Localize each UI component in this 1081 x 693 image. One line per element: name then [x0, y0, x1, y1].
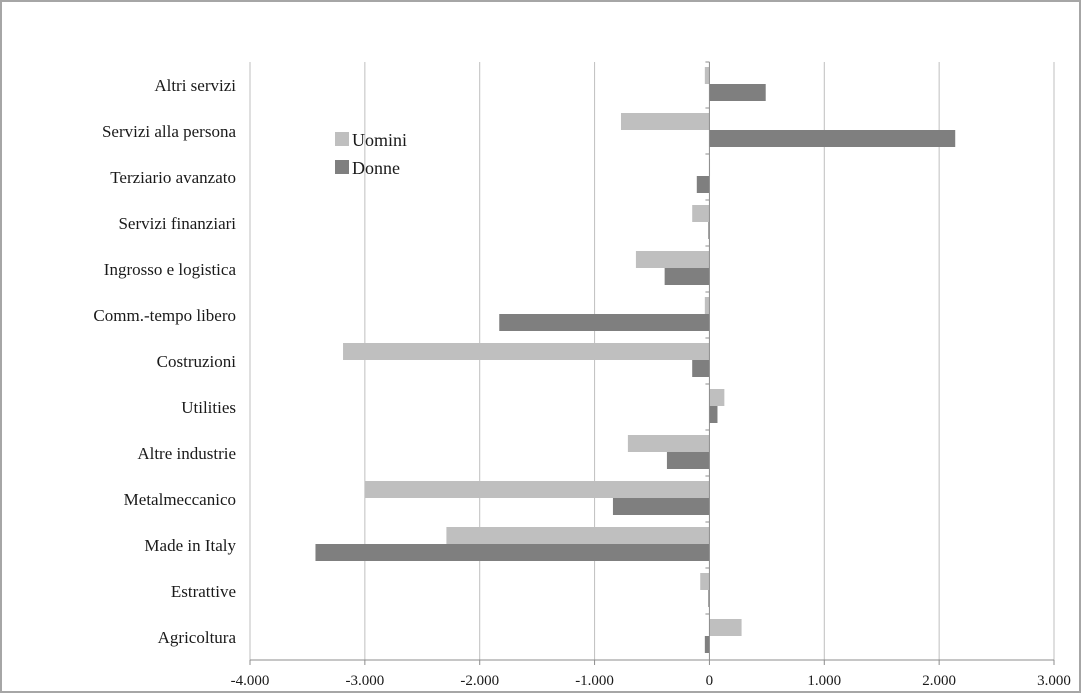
legend-label-uomini: Uomini: [352, 130, 407, 150]
category-label: Estrattive: [171, 582, 236, 601]
legend-swatch-donne: [335, 160, 349, 174]
bar-donne: [315, 544, 710, 561]
bar-uomini: [692, 205, 710, 222]
legend-swatch-uomini: [335, 132, 349, 146]
category-label: Ingrosso e logistica: [104, 260, 237, 279]
bar-donne: [709, 84, 766, 101]
bar-uomini: [635, 251, 710, 268]
axes: [249, 61, 1055, 665]
x-tick-label: 1.000: [807, 673, 841, 689]
category-label: Agricoltura: [158, 628, 237, 647]
bar-donne: [708, 590, 710, 607]
bar-uomini: [709, 389, 725, 406]
bar-donne: [664, 268, 710, 285]
category-label: Terziario avanzato: [110, 168, 236, 187]
bar-uomini: [709, 619, 742, 636]
x-tick-label: 2.000: [922, 673, 956, 689]
x-tick-label: -2.000: [460, 673, 499, 689]
bar-uomini: [446, 527, 710, 544]
x-tick-label: -3.000: [345, 673, 384, 689]
bar-donne: [499, 314, 710, 331]
category-label: Costruzioni: [157, 352, 237, 371]
bar-donne: [704, 636, 710, 653]
x-tick-label: -1.000: [575, 673, 614, 689]
category-labels: Altri servizi Servizi alla persona Terziar…: [93, 76, 236, 647]
bar-donne: [709, 406, 718, 423]
x-tick-label: -4.000: [231, 673, 270, 689]
bar-uomini: [620, 113, 710, 130]
category-label: Altre industrie: [137, 444, 236, 463]
bar-donne: [709, 130, 956, 147]
bar-uomini: [700, 573, 710, 590]
x-tick-label: 3.000: [1037, 673, 1071, 689]
bar-donne: [612, 498, 710, 515]
bars: [315, 67, 956, 653]
gridlines: [249, 62, 1055, 660]
tick-labels: -4.000 -3.000 -2.000 -1.000 0 1.000 2.000 3.000: [231, 673, 1071, 689]
legend: Uomini Donne: [335, 130, 407, 178]
category-label: Comm.-tempo libero: [93, 306, 236, 325]
legend-label-donne: Donne: [352, 158, 400, 178]
bar-donne: [696, 176, 710, 193]
category-label: Servizi finanziari: [118, 214, 236, 233]
bar-uomini: [627, 435, 710, 452]
bar-uomini: [364, 481, 710, 498]
category-label: Made in Italy: [144, 536, 236, 555]
category-label: Servizi alla persona: [102, 122, 237, 141]
category-label: Utilities: [181, 398, 236, 417]
category-label: Altri servizi: [154, 76, 236, 95]
bar-donne: [708, 222, 710, 239]
bar-donne: [692, 360, 710, 377]
bar-uomini: [343, 343, 710, 360]
bar-uomini: [704, 297, 710, 314]
bar-donne: [666, 452, 710, 469]
category-label: Metalmeccanico: [124, 490, 236, 509]
x-tick-label: 0: [706, 673, 714, 689]
bar-uomini: [704, 67, 710, 84]
